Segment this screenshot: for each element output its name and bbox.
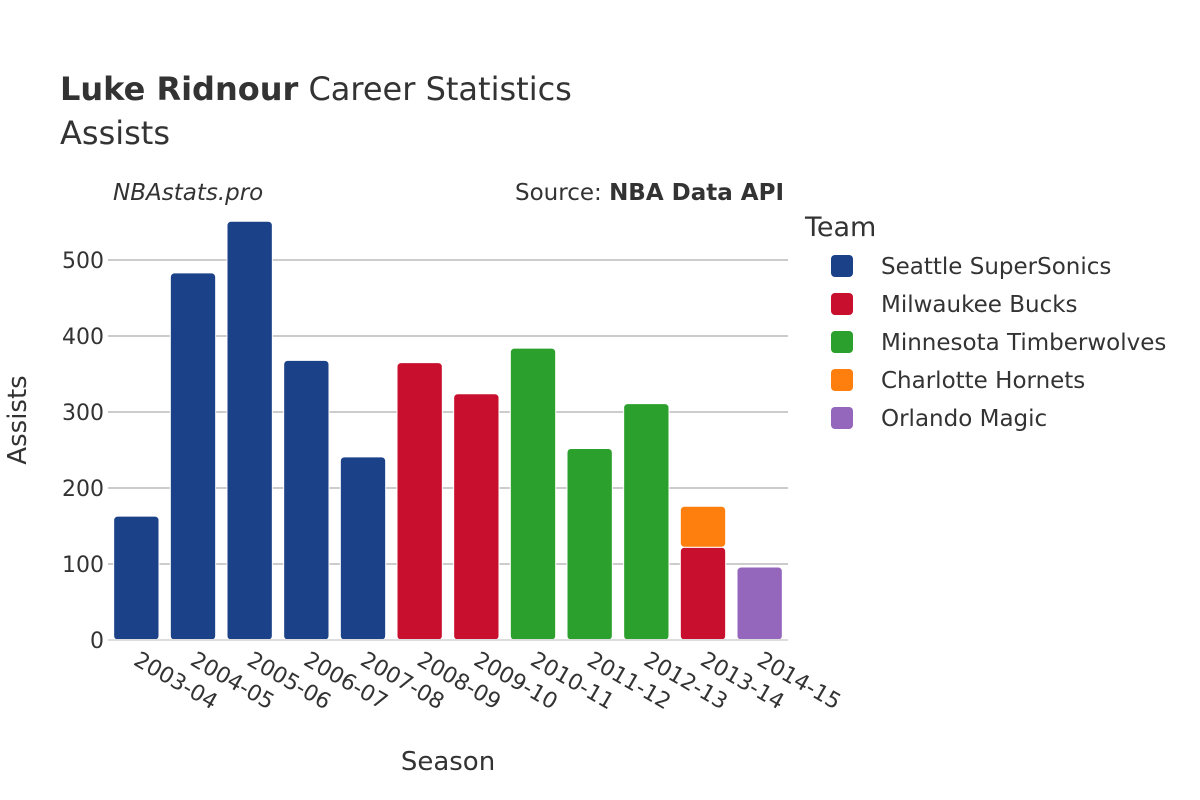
legend-label: Seattle SuperSonics: [881, 254, 1111, 280]
legend-swatch: [831, 293, 853, 315]
y-tick-label: 500: [62, 249, 104, 274]
legend-label: Charlotte Hornets: [881, 368, 1085, 394]
x-ticks: 2003-042004-052005-062006-072007-082008-…: [129, 648, 844, 716]
bar: [396, 362, 443, 641]
bar: [509, 347, 557, 641]
legend-label: Milwaukee Bucks: [881, 292, 1078, 318]
y-ticks: 0 100 200 300 400 500: [62, 249, 104, 654]
bars: [113, 220, 783, 641]
legend-swatch: [831, 369, 853, 391]
chart-title-rest: Career Statistics: [298, 70, 572, 108]
chart-title: Luke Ridnour Career Statistics: [60, 70, 572, 108]
legend-swatch: [831, 255, 853, 277]
y-tick-label: 0: [90, 629, 104, 654]
bar: [453, 393, 500, 641]
chart-subtitle: Assists: [60, 114, 170, 152]
legend-label: Orlando Magic: [881, 406, 1047, 432]
bar: [679, 546, 727, 641]
legend: Seattle SuperSonics Milwaukee Bucks Minnes…: [831, 254, 1166, 432]
source-label: Source: NBA Data API: [515, 180, 784, 206]
legend-label: Minnesota Timberwolves: [881, 330, 1166, 356]
bar: [226, 220, 273, 641]
bar: [283, 359, 330, 641]
y-tick-label: 100: [62, 553, 104, 578]
source-prefix: Source:: [515, 180, 609, 206]
y-tick-label: 300: [62, 401, 104, 426]
bar: [736, 566, 783, 641]
bar: [566, 447, 613, 641]
chart-title-name: Luke Ridnour: [60, 70, 299, 108]
bar: [623, 403, 670, 641]
bar: [339, 456, 387, 641]
y-axis-label: Assists: [3, 375, 33, 464]
watermark: NBAstats.pro: [113, 180, 263, 206]
x-axis-label: Season: [401, 747, 495, 777]
legend-swatch: [831, 407, 853, 429]
bar: [169, 272, 217, 641]
bar: [113, 515, 160, 641]
y-grid: [108, 259, 788, 565]
legend-title: Team: [804, 212, 876, 243]
legend-swatch: [831, 331, 853, 353]
bar: [679, 505, 727, 548]
y-tick-label: 400: [62, 325, 104, 350]
y-tick-label: 200: [62, 477, 104, 502]
source-name: NBA Data API: [609, 180, 784, 206]
